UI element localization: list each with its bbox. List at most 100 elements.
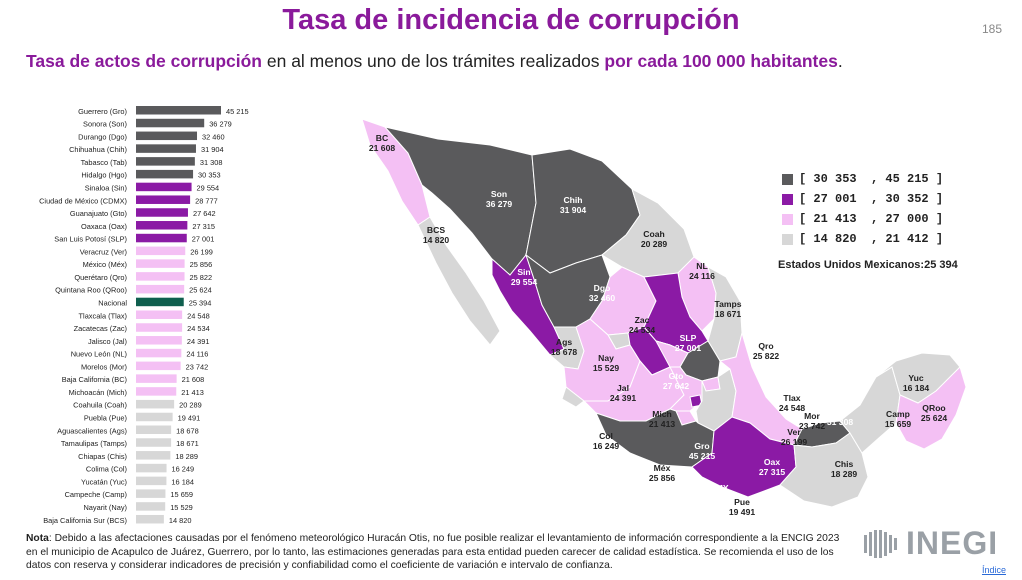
inegi-logo-text: INEGI bbox=[906, 525, 999, 561]
bar bbox=[136, 514, 164, 524]
bar-value-label: 28 777 bbox=[195, 196, 218, 205]
map-state-abbr: Son bbox=[491, 189, 507, 199]
map-state-abbr: Jal bbox=[617, 383, 629, 393]
map-state-abbr: Coah bbox=[643, 229, 664, 239]
map-state-abbr: QRoo bbox=[922, 403, 945, 413]
bar-value-label: 19 491 bbox=[178, 414, 201, 423]
bar-value-label: 21 608 bbox=[182, 375, 205, 384]
bar-category-label: Chiapas (Chis) bbox=[78, 452, 127, 461]
bar-value-label: 25 856 bbox=[190, 260, 213, 269]
map-state-value: 18 671 bbox=[715, 309, 742, 319]
map-state-abbr: Méx bbox=[654, 463, 671, 473]
bar-value-label: 18 671 bbox=[176, 439, 199, 448]
map-region bbox=[595, 408, 715, 468]
bar-value-label: 25 624 bbox=[189, 286, 212, 295]
page-number: 185 bbox=[981, 22, 1002, 36]
bar-value-label: 26 199 bbox=[190, 247, 213, 256]
map-state-value: 25 822 bbox=[753, 351, 780, 361]
map-state-abbr: Ver bbox=[787, 427, 801, 437]
bar bbox=[136, 284, 185, 294]
map-state-value: 20 289 bbox=[641, 239, 668, 249]
bar bbox=[136, 106, 221, 115]
bar-value-label: 45 215 bbox=[226, 107, 249, 116]
bar-category-label: Durango (Dgo) bbox=[78, 132, 127, 141]
map-state-value: 19 491 bbox=[729, 507, 756, 517]
bar bbox=[136, 374, 177, 383]
map-region bbox=[417, 216, 501, 346]
subtitle-highlight-1: Tasa de actos de corrupción bbox=[26, 51, 262, 71]
map-state-value: 24 116 bbox=[689, 271, 715, 281]
map-state-value: 26 199 bbox=[781, 437, 808, 447]
map-state-value: 27 642 bbox=[663, 381, 690, 391]
map-state-value: 25 624 bbox=[921, 413, 948, 423]
map-state-value: 28 777 bbox=[703, 493, 730, 503]
bar-category-label: San Luis Potosí (SLP) bbox=[54, 235, 127, 244]
bar-value-label: 32 460 bbox=[202, 132, 225, 141]
map-state-abbr: Zac bbox=[635, 315, 650, 325]
map-state-value: 27 315 bbox=[759, 467, 786, 477]
bar-category-label: Nuevo León (NL) bbox=[71, 350, 127, 359]
bar-category-label: Tlaxcala (Tlax) bbox=[79, 311, 127, 320]
bar bbox=[136, 310, 183, 319]
bar-value-label: 31 308 bbox=[200, 158, 223, 167]
map-state-abbr: Col bbox=[599, 431, 613, 441]
bar bbox=[136, 463, 167, 473]
map-state-abbr: CDMX bbox=[703, 483, 729, 493]
map-state-abbr: Mich bbox=[652, 409, 672, 419]
bar bbox=[136, 195, 191, 204]
bar bbox=[136, 157, 195, 166]
bar-value-label: 24 534 bbox=[187, 324, 210, 333]
index-link[interactable]: Índice bbox=[981, 565, 1006, 575]
map-state-abbr: Gto bbox=[669, 371, 684, 381]
legend-item: [ 30 353 , 45 215 ] bbox=[782, 170, 943, 188]
map-state-value: 24 548 bbox=[779, 403, 806, 413]
map-state-abbr: Dgo bbox=[594, 283, 611, 293]
bar-value-label: 16 249 bbox=[172, 465, 195, 474]
bar bbox=[136, 361, 181, 371]
bar bbox=[136, 259, 185, 268]
bar-value-label: 15 529 bbox=[170, 503, 193, 512]
bar-category-label: Jalisco (Jal) bbox=[88, 337, 127, 346]
legend-item: [ 21 413 , 27 000 ] bbox=[782, 210, 943, 228]
map-state-value: 25 856 bbox=[649, 473, 676, 483]
inegi-logo: INEGI bbox=[862, 525, 998, 562]
map-state-value: 15 659 bbox=[885, 419, 912, 429]
map-state-value: 18 678 bbox=[551, 347, 578, 357]
bar bbox=[136, 387, 177, 396]
bar-category-label: Guerrero (Gro) bbox=[78, 107, 127, 116]
subtitle-end: . bbox=[837, 51, 843, 71]
legend-item: [ 27 001 , 30 352 ] bbox=[782, 190, 943, 208]
bar-category-label: Chihuahua (Chih) bbox=[69, 145, 127, 154]
bar-category-label: Tamaulipas (Tamps) bbox=[61, 439, 127, 448]
map-region bbox=[895, 366, 967, 450]
bar-category-label: Quintana Roo (QRoo) bbox=[55, 286, 127, 295]
map-region bbox=[561, 386, 585, 408]
national-total-label: Estados Unidos Mexicanos:25 394 bbox=[778, 259, 958, 271]
map-state-abbr: Sin bbox=[517, 267, 530, 277]
bar-value-label: 25 394 bbox=[189, 299, 212, 308]
inegi-logo-mark bbox=[864, 529, 897, 558]
bar-category-label: Yucatán (Yuc) bbox=[81, 477, 127, 486]
bar bbox=[136, 182, 192, 192]
legend-swatch bbox=[782, 213, 793, 225]
map-state-value: 27 001 bbox=[675, 343, 702, 353]
bar bbox=[136, 221, 188, 230]
map-state-abbr: Gro bbox=[694, 441, 709, 451]
map-state-abbr: BC bbox=[376, 133, 388, 143]
footnote: Nota: Debido a las afectaciones causadas… bbox=[26, 532, 846, 573]
bar-category-label: Veracruz (Ver) bbox=[80, 247, 127, 256]
bar-category-label: Colima (Col) bbox=[86, 465, 127, 474]
map-state-abbr: Tamps bbox=[714, 299, 741, 309]
bar-category-label: Tabasco (Tab) bbox=[81, 158, 127, 167]
bar-value-label: 30 353 bbox=[198, 171, 221, 180]
bar-value-label: 21 413 bbox=[181, 388, 204, 397]
bar-value-label: 18 289 bbox=[175, 452, 198, 461]
bar-category-label: Baja California Sur (BCS) bbox=[43, 516, 127, 525]
map-state-abbr: Tlax bbox=[783, 393, 800, 403]
bar-category-label: Ciudad de México (CDMX) bbox=[39, 196, 127, 205]
map-state-abbr: Mor bbox=[804, 411, 820, 421]
map-state-abbr: BCS bbox=[427, 225, 445, 235]
map-state-abbr: Nay bbox=[598, 353, 614, 363]
bar-value-label: 31 904 bbox=[201, 145, 224, 154]
bar bbox=[136, 489, 166, 498]
